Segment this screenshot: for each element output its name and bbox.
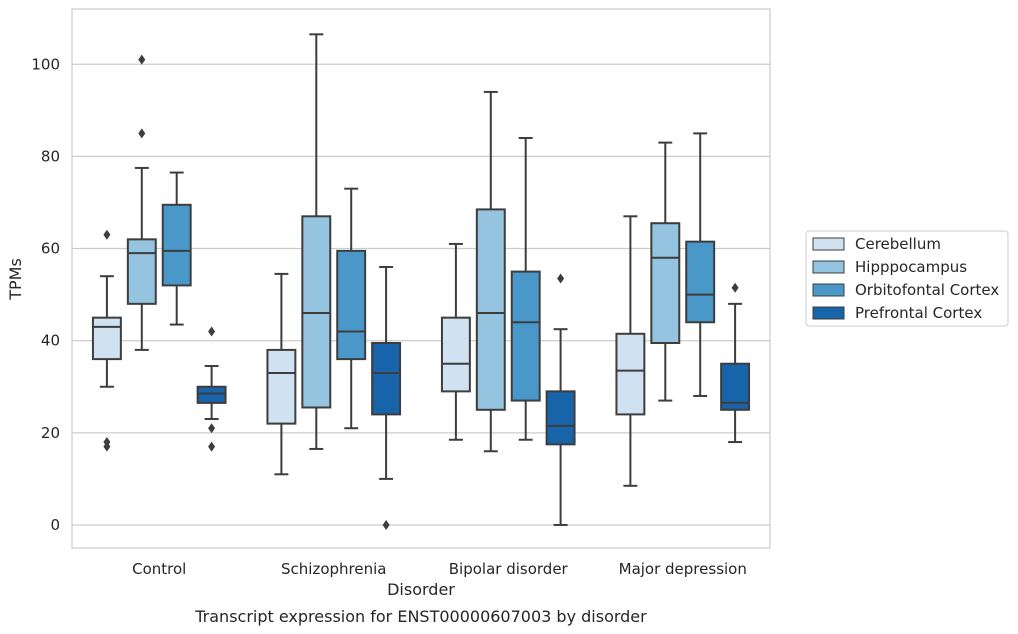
outlier-point: [103, 229, 111, 240]
box-body: [650, 222, 681, 344]
legend-label-1: Hipppocampus: [855, 258, 967, 276]
outlier-point: [382, 519, 390, 530]
outlier-point: [208, 423, 216, 434]
chart-caption: Transcript expression for ENST0000060700…: [194, 607, 647, 626]
x-axis-label: Disorder: [387, 580, 455, 599]
box-1-3: [650, 141, 681, 402]
box-body: [615, 332, 646, 416]
box-3-2: [545, 273, 576, 526]
legend-label-3: Prefrontal Cortex: [855, 304, 982, 322]
box-2-3: [685, 132, 716, 397]
x-tick-labels: Control Schizophrenia Bipolar disorder Majo…: [132, 560, 747, 578]
legend-swatch-3: [812, 306, 845, 320]
y-tick-label-60: 60: [41, 240, 60, 258]
legend-swatch-0: [812, 237, 845, 251]
box-body: [336, 249, 367, 361]
y-tick-label-80: 80: [41, 147, 60, 165]
y-axis-label: TPMs: [6, 258, 25, 301]
box-body: [371, 341, 402, 416]
box-0-0: [91, 229, 122, 452]
outlier-point: [103, 441, 111, 452]
legend-swatch-2: [812, 283, 845, 297]
box-body: [266, 348, 297, 425]
box-1-2: [475, 90, 506, 453]
box-body: [196, 385, 227, 404]
legend: Cerebellum Hipppocampus Orbitofontal Corte…: [805, 230, 1009, 327]
box-0-1: [266, 272, 297, 476]
box-2-1: [336, 187, 367, 430]
y-tick-label-20: 20: [41, 424, 60, 442]
outlier-point: [208, 326, 216, 337]
x-tick-label-0: Control: [132, 560, 186, 578]
box-body: [91, 316, 122, 361]
legend-label-2: Orbitofontal Cortex: [855, 281, 999, 299]
box-2-2: [510, 136, 541, 441]
legend-swatch-1: [812, 260, 845, 274]
box-3-0: [196, 326, 227, 452]
y-tick-label-100: 100: [31, 55, 60, 73]
box-3-1: [371, 265, 402, 530]
box-body: [510, 270, 541, 402]
outlier-point: [138, 128, 146, 139]
outlier-point: [208, 441, 216, 452]
box-body: [685, 240, 716, 324]
box-1-0: [126, 54, 157, 351]
outlier-point: [138, 54, 146, 65]
box-3-3: [720, 282, 751, 444]
x-tick-label-3: Major depression: [619, 560, 747, 578]
outlier-point: [731, 282, 739, 293]
box-0-2: [440, 242, 471, 441]
plot-frame: [71, 8, 771, 549]
legend-items: Cerebellum Hipppocampus Orbitofontal Corte…: [812, 235, 999, 322]
box-body: [161, 203, 192, 287]
y-tick-label-40: 40: [41, 332, 60, 350]
x-tick-label-2: Bipolar disorder: [449, 560, 569, 578]
box-0-3: [615, 215, 646, 487]
box-body: [126, 238, 157, 305]
legend-frame: [805, 230, 1009, 327]
box-1-1: [301, 33, 332, 450]
box-2-0: [161, 171, 192, 326]
box-body: [475, 208, 506, 411]
box-body: [440, 316, 471, 393]
y-tick-label-0: 0: [50, 516, 60, 534]
box-series: [91, 33, 751, 530]
y-tick-labels: 0 20 40 60 80 100: [31, 55, 60, 534]
outlier-point: [557, 273, 565, 284]
box-body: [301, 215, 332, 409]
box-body: [545, 390, 576, 446]
legend-label-0: Cerebellum: [855, 235, 941, 253]
x-tick-label-1: Schizophrenia: [281, 560, 386, 578]
